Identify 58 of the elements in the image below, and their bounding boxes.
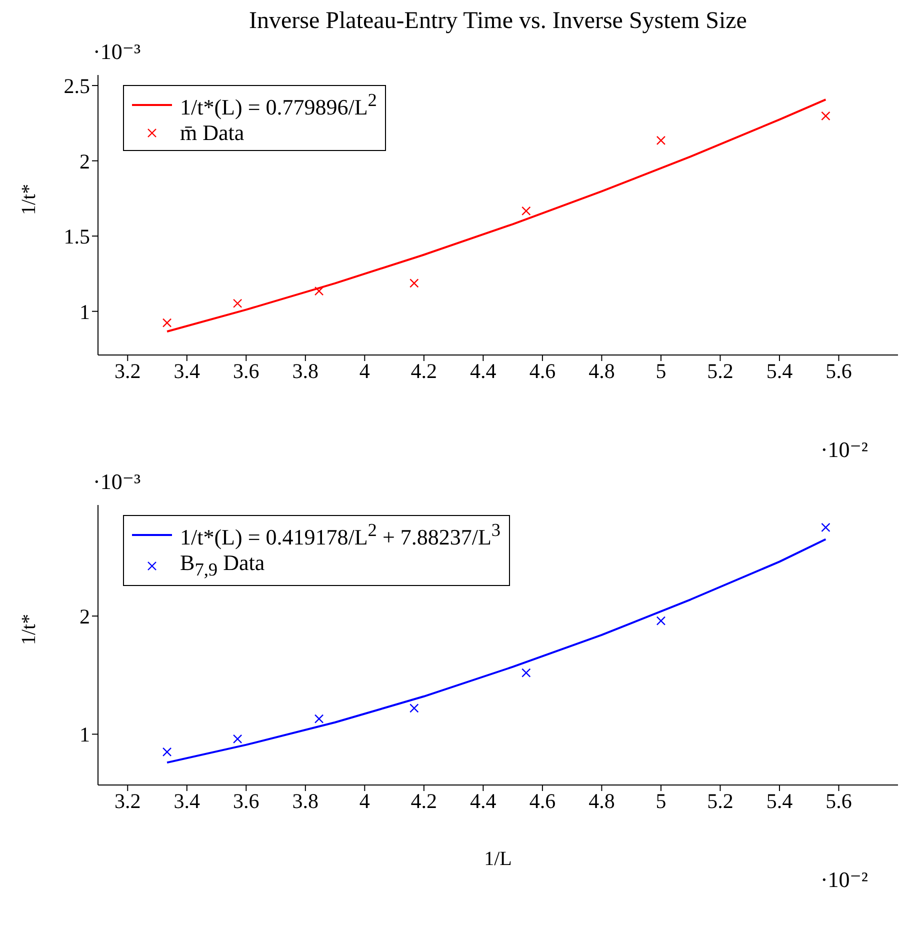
legend-label: m̄ Data (180, 120, 244, 146)
x-tick-label: 4 (359, 358, 370, 383)
point (232, 734, 242, 744)
point (314, 714, 324, 724)
x-tick-label: 4.2 (410, 788, 438, 813)
x-tick-label: 5 (656, 358, 666, 383)
y-tick-label: 1.5 (64, 224, 90, 249)
point (656, 136, 666, 146)
x-tick-label: 3.6 (233, 358, 260, 383)
legend-label: 1/t*(L) = 0.419178/L$^{2}$ + 7.88237/L$^{3}$ (180, 520, 501, 550)
point (821, 111, 830, 121)
text: ·10⁻² (820, 437, 868, 463)
x-tick-label: 3.8 (292, 788, 319, 813)
x-tick-label: 4.8 (588, 358, 615, 383)
x-tick-label: 5.2 (707, 788, 734, 813)
x-tick-label: 3.6 (233, 788, 260, 813)
x-tick-label: 5.6 (826, 788, 852, 813)
x-tick-label: 5.4 (766, 358, 794, 383)
point (522, 668, 531, 678)
legend-label: 1/t*(L) = 0.779896/L$^{2}$ (180, 90, 377, 120)
chart-title: Inverse Plateau-Entry Time vs. Inverse System Size (248, 8, 748, 35)
x-tick-label: 4.6 (529, 788, 556, 813)
point (232, 298, 242, 308)
point (410, 278, 419, 288)
x-tick-label: 3.2 (114, 788, 141, 813)
y-tick-label: 2 (80, 604, 90, 629)
point (162, 747, 172, 757)
point (314, 286, 324, 296)
text: ·10⁻² (820, 867, 868, 893)
x-tick-label: 3.8 (292, 358, 319, 383)
x-tick-label: 5.4 (766, 788, 794, 813)
point (410, 704, 419, 713)
legend-label: B$_{7,9}$ Data (180, 550, 265, 581)
x-tick-label: 5.2 (707, 358, 734, 383)
x-tick-label: 4.8 (588, 788, 615, 813)
y-tick-label: 1 (80, 300, 90, 324)
point (522, 206, 531, 216)
text: ·10⁻³ (93, 469, 141, 495)
x-tick-label: 4.6 (529, 358, 556, 383)
y-tick-label: 2.5 (64, 74, 90, 98)
x-tick-label: 4.4 (470, 358, 497, 383)
y-axis-title: 1/t* (18, 614, 40, 645)
point (162, 318, 172, 328)
x-tick-label: 4.4 (470, 788, 497, 813)
y-tick-label: 2 (80, 149, 90, 174)
x-tick-label: 4.2 (410, 358, 438, 383)
x-tick-label: 3.4 (174, 788, 201, 813)
x-tick-label: 5.6 (826, 358, 852, 383)
point (821, 522, 830, 532)
x-tick-label: 3.4 (174, 358, 201, 383)
x-axis-title: 1/L (484, 848, 512, 870)
text: ·10⁻³ (93, 39, 141, 65)
y-tick-label: 1 (80, 722, 90, 747)
y-axis-title: 1/t* (18, 184, 40, 215)
point (656, 616, 666, 626)
x-tick-label: 5 (656, 788, 666, 813)
x-tick-label: 3.2 (114, 358, 141, 383)
x-tick-label: 4 (359, 788, 370, 813)
